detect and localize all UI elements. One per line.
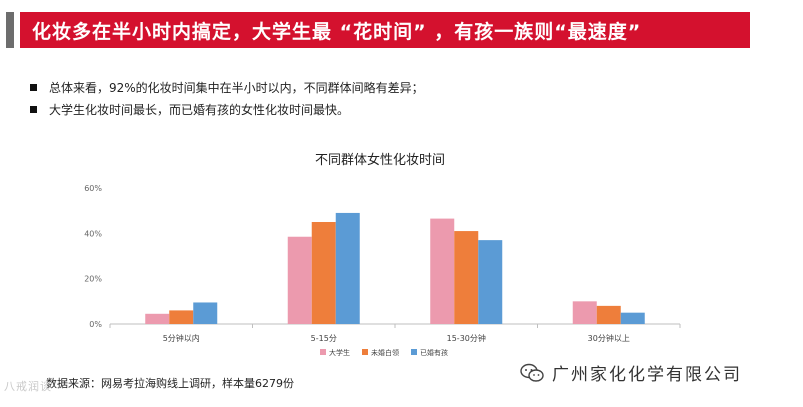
bar bbox=[478, 240, 503, 324]
bullet-text: 大学生化妆时间最长，而已婚有孩的女性化妆时间最快。 bbox=[49, 102, 350, 117]
bar bbox=[596, 305, 621, 324]
bullet-text: 总体来看，92%的化妆时间集中在半小时以内，不同群体间略有差异； bbox=[49, 80, 424, 95]
header-banner: 化妆多在半小时内搞定，大学生最 “花时间” ，有孩一族则“最速度” bbox=[20, 12, 750, 48]
square-bullet-icon bbox=[30, 83, 37, 91]
y-tick-label: 20% bbox=[84, 275, 102, 284]
wechat-icon bbox=[520, 363, 544, 382]
y-tick-label: 40% bbox=[84, 229, 102, 238]
bar bbox=[193, 302, 218, 324]
x-tick-label: 5分钟以内 bbox=[163, 333, 200, 343]
bullet-item: 总体来看，92%的化妆时间集中在半小时以内，不同群体间略有差异； bbox=[30, 76, 424, 98]
legend-label: 已婚有孩 bbox=[420, 348, 448, 357]
bullet-item: 大学生化妆时间最长，而已婚有孩的女性化妆时间最快。 bbox=[30, 98, 424, 120]
page-title: 化妆多在半小时内搞定，大学生最 “花时间” ，有孩一族则“最速度” bbox=[32, 20, 642, 43]
bar bbox=[311, 222, 336, 324]
bar bbox=[620, 312, 645, 324]
data-source-note: 数据来源：网易考拉海购线上调研，样本量6279份 bbox=[46, 377, 294, 390]
bar bbox=[572, 301, 597, 324]
watermark-left: 八戒润谈 bbox=[4, 380, 52, 393]
bar bbox=[335, 212, 360, 324]
bar-chart: 不同群体女性化妆时间 0% 20% 40% 60% 5分钟以内 5-15分 15-30分钟 30… bbox=[84, 152, 681, 357]
brand-watermark: 广州家化化学有限公司 bbox=[520, 360, 742, 385]
legend-swatch bbox=[320, 349, 326, 355]
bar bbox=[287, 236, 312, 324]
legend-label: 大学生 bbox=[329, 348, 350, 357]
bar bbox=[169, 310, 194, 324]
legend-label: 未婚白领 bbox=[371, 348, 399, 357]
legend-swatch bbox=[411, 349, 417, 355]
brand-name: 广州家化化学有限公司 bbox=[552, 365, 742, 385]
bar bbox=[430, 218, 455, 324]
y-tick-label: 60% bbox=[84, 184, 102, 193]
x-tick-label: 30分钟以上 bbox=[588, 333, 630, 343]
bar bbox=[454, 231, 479, 324]
y-tick-label: 0% bbox=[89, 320, 102, 329]
x-tick-label: 15-30分钟 bbox=[447, 333, 486, 343]
bar bbox=[145, 313, 170, 324]
x-tick-label: 5-15分 bbox=[311, 334, 337, 343]
legend-swatch bbox=[362, 349, 368, 355]
chart-title: 不同群体女性化妆时间 bbox=[315, 152, 445, 168]
bullet-list: 总体来看，92%的化妆时间集中在半小时以内，不同群体间略有差异； 大学生化妆时间… bbox=[30, 76, 424, 120]
banner-accent-bar bbox=[6, 12, 14, 48]
square-bullet-icon bbox=[30, 105, 37, 113]
